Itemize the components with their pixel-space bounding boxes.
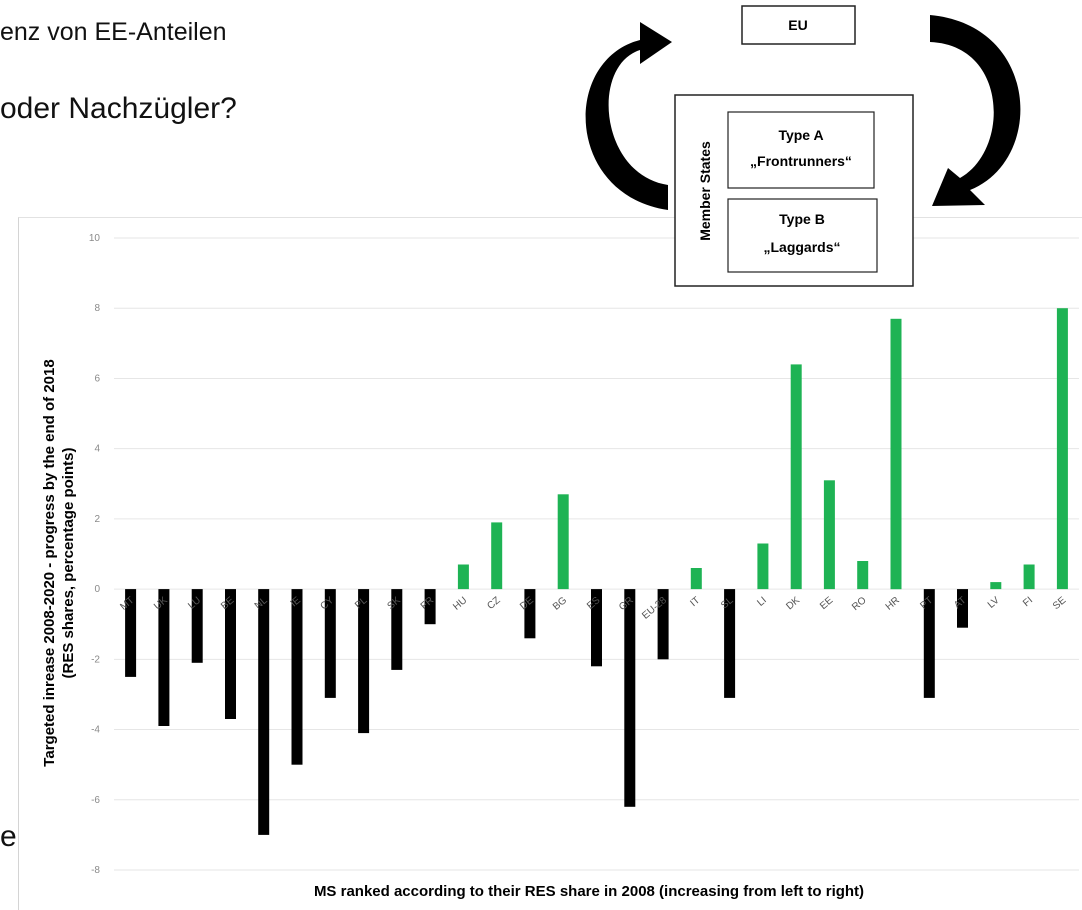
- y-tick-label: 4: [94, 444, 100, 455]
- y-axis-label: Targeted inrease 2008-2020 - progress by…: [41, 359, 58, 766]
- y-tick-label: -6: [91, 795, 100, 806]
- bar-ie: [291, 589, 303, 765]
- x-tick-label: LV: [986, 595, 1002, 611]
- bar-pl: [358, 589, 370, 734]
- bar-dk: [790, 364, 802, 590]
- y-tick-labels: -8 -6 -4 -2 0 2 4 6 8 10: [89, 233, 101, 876]
- type-b-title: Type B: [779, 211, 825, 227]
- eu-box: [741, 5, 856, 45]
- type-a-name: „Frontrunners“: [750, 153, 852, 169]
- x-tick-label: EE: [818, 595, 836, 612]
- bar-eu-28: [657, 589, 669, 660]
- bar-ee: [823, 480, 835, 590]
- x-tick-label: CZ: [485, 595, 502, 612]
- slide-question: oder Nachzügler?: [0, 92, 237, 125]
- type-a-box: [727, 111, 875, 189]
- x-tick-label: SE: [1051, 595, 1069, 612]
- y-tick-label: 2: [94, 514, 100, 525]
- x-tick-label: BG: [551, 595, 569, 613]
- bar-gr: [624, 589, 636, 807]
- type-b-box: [727, 198, 878, 273]
- curved-arrow-up-icon: [585, 22, 672, 210]
- bar-sk: [391, 589, 403, 670]
- x-tick-label: HU: [451, 595, 469, 613]
- bar-nl: [258, 589, 270, 835]
- bar-it: [690, 568, 702, 590]
- bar-hr: [890, 318, 902, 590]
- bar-at: [957, 589, 968, 628]
- curved-arrow-down-icon: [930, 15, 1021, 206]
- bar-de: [524, 589, 536, 639]
- chart-panel: -8 -6 -4 -2 0 2 4 6 8 10 MT UK LU BE NL IE CY PL SK FR HU CZ…: [18, 217, 1082, 910]
- bars: [125, 308, 1068, 835]
- bar-bg: [557, 494, 569, 590]
- bar-be: [225, 589, 236, 719]
- y-tick-label: -8: [91, 865, 100, 876]
- bar-mt: [125, 589, 137, 677]
- bar-ro: [857, 561, 869, 590]
- bar-fi: [1023, 564, 1035, 590]
- bar-cz: [491, 522, 503, 590]
- y-tick-label: 8: [94, 303, 100, 314]
- y-tick-label: -4: [91, 725, 100, 736]
- x-tick-label: IT: [688, 595, 702, 609]
- y-tick-label: 10: [89, 233, 101, 244]
- bar-hu: [457, 564, 469, 590]
- x-tick-label: FI: [1021, 595, 1035, 609]
- y-tick-label: 6: [94, 373, 100, 384]
- bar-lv: [990, 582, 1002, 590]
- y-tick-label: -2: [91, 654, 100, 665]
- bar-lu: [191, 589, 203, 663]
- x-axis-label: MS ranked according to their RES share i…: [314, 883, 864, 900]
- type-a-title: Type A: [778, 127, 823, 143]
- type-b-name: „Laggards“: [763, 239, 840, 255]
- y-tick-label: 0: [94, 584, 100, 595]
- x-tick-label: RO: [850, 595, 869, 613]
- x-tick-label: DK: [784, 595, 802, 613]
- bar-uk: [158, 589, 170, 726]
- bar-cy: [324, 589, 336, 698]
- x-tick-label: LI: [755, 595, 768, 609]
- eu-label: EU: [788, 17, 807, 33]
- slide-heading-line: enz von EE-Anteilen: [0, 18, 227, 46]
- bar-sl: [724, 589, 736, 698]
- bar-es: [591, 589, 602, 667]
- member-states-label: Member States: [697, 141, 713, 241]
- bar-li: [757, 543, 769, 590]
- x-tick-label: HR: [884, 595, 902, 613]
- slide-text-fragment: e: [0, 820, 17, 853]
- y-axis-label-units: (RES shares, percentage points): [60, 448, 77, 679]
- eu-member-states-diagram: EU Member States Type A „Frontrunners“ T…: [585, 5, 1021, 287]
- bar-fr: [424, 589, 436, 625]
- bar-se: [1056, 308, 1068, 590]
- bar-pt: [923, 589, 935, 698]
